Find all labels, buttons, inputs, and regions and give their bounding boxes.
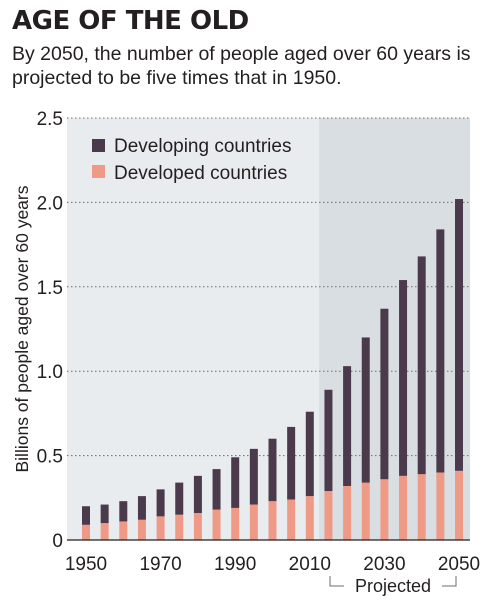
projected-bracket-left [329, 576, 344, 587]
bar-segment-developed [417, 474, 426, 540]
legend: Developing countries Developed countries [92, 136, 291, 184]
bar-segment-developing [287, 426, 296, 500]
bar-segment-developing [249, 448, 258, 505]
bar-segment-developing [100, 504, 109, 524]
x-tick-label: 1950 [65, 554, 107, 575]
projected-bracket: Projected [329, 576, 457, 596]
chart-subtitle: By 2050, the number of people aged over … [12, 43, 471, 89]
x-tick-label: 2030 [363, 554, 405, 575]
bar-segment-developing [305, 411, 314, 497]
bar-segment-developing [399, 280, 408, 476]
x-tick-label: 1990 [214, 554, 256, 575]
bar-segment-developed [268, 501, 277, 540]
bar-segment-developing [212, 469, 221, 510]
bar-segment-developed [119, 521, 128, 540]
bar-segment-developing [119, 501, 128, 522]
bar-segment-developed [100, 523, 109, 540]
bar-segment-developing [231, 457, 240, 508]
bar-segment-developing [193, 475, 202, 513]
projected-bracket-right [442, 576, 457, 587]
bar-segment-developed [82, 524, 90, 540]
y-tick-label: 2.5 [37, 109, 63, 130]
bar-segment-developed [231, 507, 240, 540]
projected-label: Projected [355, 576, 431, 596]
bar-segment-developed [436, 472, 445, 540]
chart-title: AGE OF THE OLD [12, 6, 249, 36]
bar-segment-developing [156, 489, 165, 517]
bar-segment-developing [137, 496, 146, 520]
x-tick-label: 2010 [289, 554, 331, 575]
legend-label-developing: Developing countries [114, 136, 291, 157]
bar-segment-developed [193, 512, 202, 540]
bar-segment-developing [417, 256, 426, 475]
bar-segment-developed [399, 475, 408, 540]
bar-segment-developed [175, 514, 184, 540]
bar-segment-developed [455, 470, 463, 540]
bar-segment-developed [287, 499, 296, 540]
bars [82, 199, 463, 540]
projected-region-background [319, 118, 470, 540]
legend-swatch-developed [92, 165, 105, 178]
y-axis-label: Billions of people aged over 60 years [12, 185, 32, 472]
bar-segment-developing [82, 506, 90, 525]
bar-segment-developing [455, 199, 463, 471]
x-tick-label: 1970 [139, 554, 181, 575]
legend-label-developed: Developed countries [114, 163, 287, 184]
bar-segment-developing [175, 482, 184, 515]
y-tick-label: 2.0 [37, 193, 63, 214]
bar-segment-developing [380, 308, 389, 480]
y-tick-label: 0.5 [37, 447, 63, 468]
bar-segment-developed [305, 496, 314, 540]
bar-segment-developing [343, 366, 352, 486]
bar-segment-developed [249, 504, 258, 540]
bar-segment-developing [268, 438, 277, 502]
y-tick-label: 1.0 [37, 362, 63, 383]
bar-segment-developed [343, 485, 352, 540]
y-axis-ticks: 0 0.5 1.0 1.5 2.0 2.5 [37, 109, 63, 552]
bar-segment-developing [361, 337, 370, 483]
bar-segment-developing [324, 389, 333, 492]
legend-swatch-developing [92, 139, 105, 152]
bar-segment-developed [380, 479, 389, 540]
y-tick-label: 0 [52, 531, 63, 552]
bar-segment-developed [324, 491, 333, 540]
x-tick-label: 2050 [438, 554, 480, 575]
x-axis-ticks: 1950 1970 1990 2010 2030 2050 [65, 539, 480, 575]
bar-segment-developed [137, 519, 146, 540]
bar-segment-developed [156, 516, 165, 540]
bar-segment-developed [212, 509, 221, 540]
bar-segment-developed [361, 482, 370, 540]
y-tick-label: 1.5 [37, 278, 63, 299]
bar-segment-developing [436, 229, 445, 473]
